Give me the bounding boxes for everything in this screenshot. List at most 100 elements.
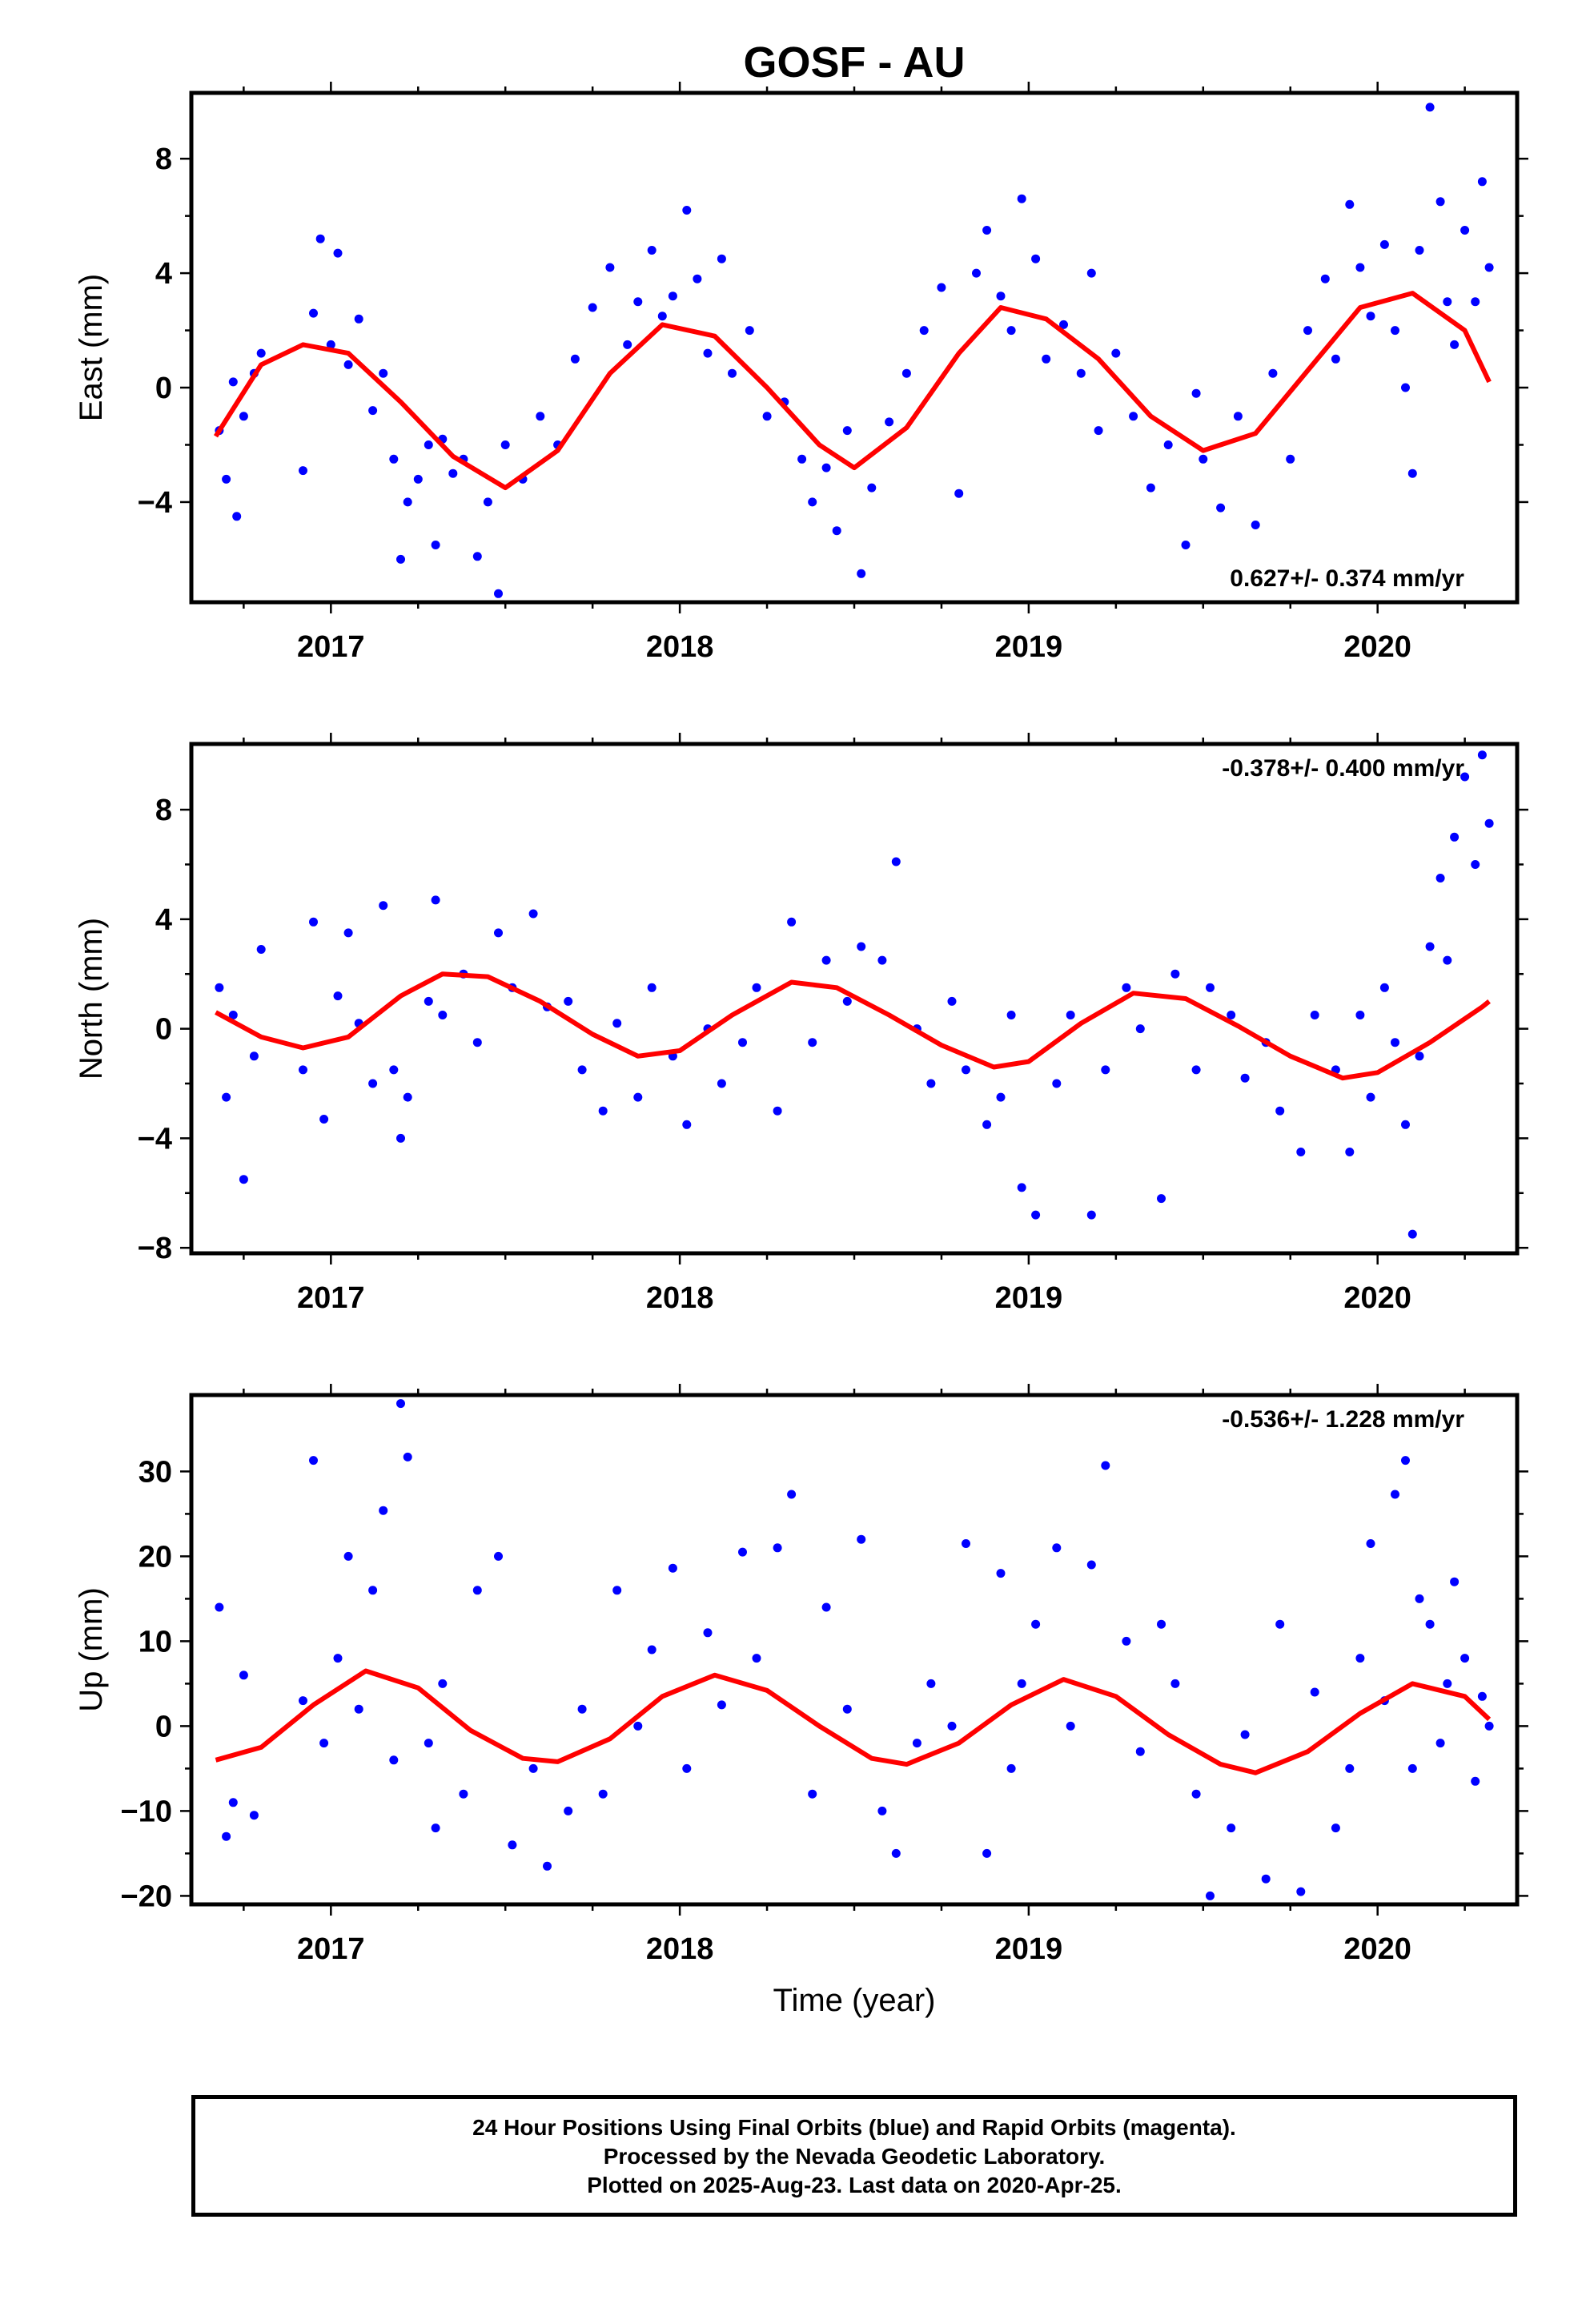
data-point [808,1038,817,1047]
data-point [1391,1038,1399,1047]
figure-title: GOSF - AU [744,38,966,86]
data-point [996,292,1006,301]
data-point [1345,199,1355,209]
data-point [239,1671,248,1680]
data-point [797,454,807,464]
data-point [438,1011,448,1019]
data-point [832,526,841,536]
data-point [1066,1721,1075,1731]
data-point [1425,1619,1435,1629]
data-points [215,750,1494,1239]
data-point [389,1065,399,1075]
data-point [1031,254,1041,263]
data-point [1006,1011,1016,1019]
trend-annotation: 0.627+/- 0.374 mm/yr [1230,565,1464,592]
data-point [808,497,817,507]
data-point [1052,1079,1062,1088]
data-point [508,1840,517,1850]
data-point [891,1848,901,1858]
data-point [605,263,615,272]
trend-annotation: -0.378+/- 0.400 mm/yr [1222,755,1464,782]
data-point [1296,1887,1306,1896]
data-point [528,1763,538,1773]
data-point [1484,263,1494,272]
data-point [424,1739,433,1748]
data-point [1460,772,1470,782]
data-point [1379,983,1389,992]
data-point [494,928,503,938]
data-point [1401,1456,1410,1466]
data-point [693,274,702,283]
data-point [354,1704,363,1714]
data-point [319,1115,329,1124]
data-point [228,1011,238,1019]
data-point [368,406,378,416]
data-point [752,983,761,992]
data-point [472,1586,482,1595]
data-point [996,1092,1006,1102]
data-point [633,297,643,307]
data-point [682,206,692,215]
data-point [877,955,887,965]
data-point [1303,326,1312,336]
x-tick-label: 2018 [646,630,714,664]
data-point [403,1092,412,1102]
data-point [396,554,405,564]
data-point [1460,1654,1470,1663]
data-point [1086,1210,1096,1220]
data-point [962,1065,970,1075]
data-point [368,1079,378,1088]
data-point [821,955,831,965]
data-point [1286,454,1295,464]
data-points [215,103,1494,598]
data-point [1017,1679,1026,1688]
seasonal-fit-line [213,291,1492,491]
data-point [379,1506,388,1515]
data-point [885,417,894,427]
y-tick-label: −8 [138,1232,172,1265]
x-tick-label: 2019 [995,1932,1063,1966]
data-point [1031,1619,1041,1629]
y-tick-label: −4 [138,1122,172,1156]
data-point [703,1628,713,1638]
data-point [1477,1691,1487,1701]
data-point [424,440,433,449]
data-point [448,468,458,478]
data-point [299,466,307,476]
data-point [682,1120,692,1129]
data-point [891,857,901,866]
data-point [1345,1148,1355,1156]
data-point [1275,1106,1285,1116]
data-point [1006,1763,1016,1773]
data-point [912,1739,921,1748]
data-point [1017,194,1026,203]
data-point [773,1106,782,1116]
data-point [472,552,482,561]
data-point [901,368,911,378]
data-point [668,292,677,301]
seasonal-fit-line [215,971,1491,1081]
data-point [543,1861,552,1871]
data-point [1401,383,1410,392]
data-point [1355,1011,1365,1019]
data-point [1443,297,1452,307]
data-point [598,1106,608,1116]
panel-1: 2017 2018 2019 2020 −4 0 4 8 East (mm) 0.627+/- 0… [74,82,1528,664]
data-point [1086,268,1096,278]
data-point [1076,368,1086,378]
y-axis-label: East (mm) [74,274,109,421]
data-point [1135,1747,1145,1756]
data-point [494,1551,503,1561]
footer-line-processor: Processed by the Nevada Geodetic Laborat… [603,2144,1106,2169]
data-point [926,1679,936,1688]
data-point [396,1399,405,1409]
panel-2: 2017 2018 2019 2020 −8 −4 0 4 8 North (mm) -0.378+… [74,733,1528,1315]
data-point [1407,1763,1417,1773]
data-point [1435,874,1445,883]
data-point [612,1019,622,1028]
data-point [403,497,412,507]
data-point [857,569,866,578]
data-point [1450,832,1460,842]
data-point [787,1490,797,1499]
data-point [996,1569,1006,1578]
